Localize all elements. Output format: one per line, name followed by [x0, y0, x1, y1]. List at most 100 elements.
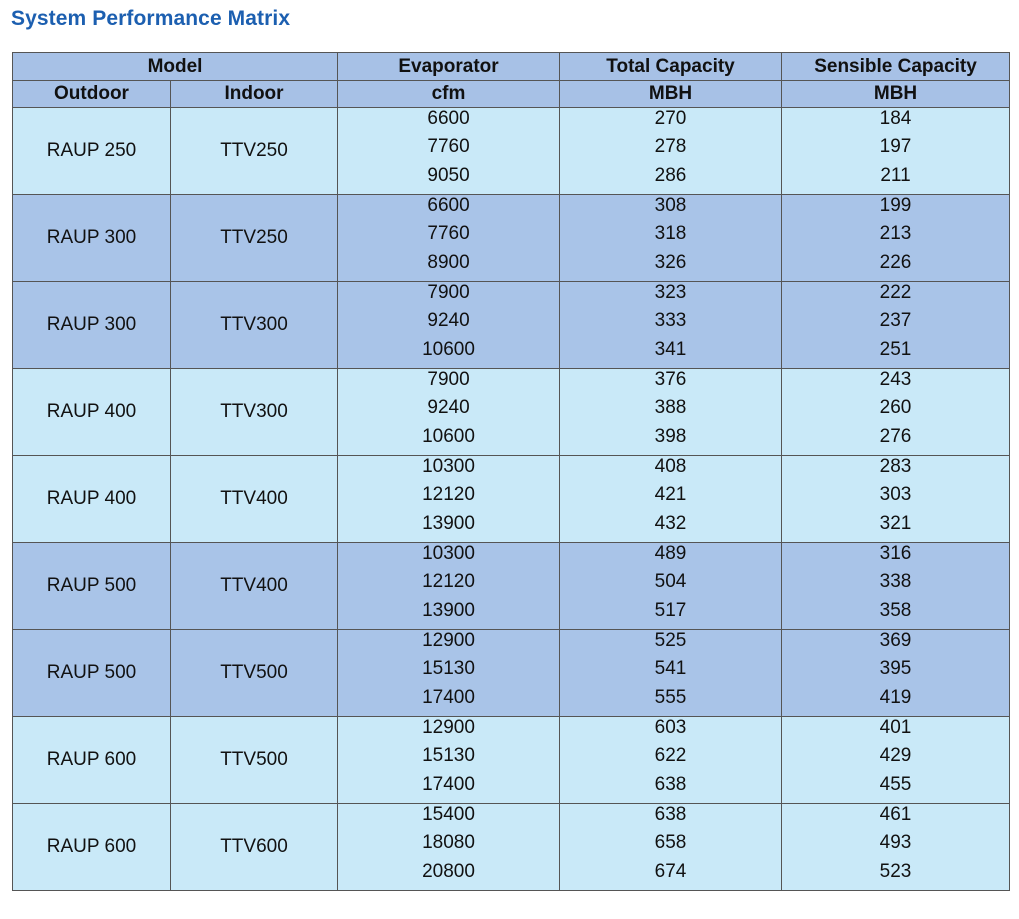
- evaporator-cfm-value: 7900: [427, 369, 470, 390]
- outdoor-model-cell: RAUP 500: [12, 629, 171, 717]
- sensible-capacity-cell: 369 395 419: [781, 629, 1011, 717]
- evaporator-cfm-cell: 7900 9240 10600: [337, 368, 561, 456]
- table-header: Model Evaporator Total Capacity Sensible…: [11, 52, 1011, 108]
- sensible-capacity-value: 461: [879, 804, 912, 825]
- total-capacity-value: 622: [654, 745, 687, 767]
- indoor-model-cell: TTV600: [169, 803, 339, 891]
- total-capacity-value: 408: [654, 456, 687, 477]
- total-capacity-cell: 525 541 555: [559, 629, 783, 717]
- table-row: RAUP 400 TTV300 7900 9240 10600 376 388 398 243 2…: [12, 368, 1011, 456]
- header-model: Model: [11, 52, 339, 81]
- total-capacity-cell: 408 421 432: [559, 455, 783, 543]
- table-body: RAUP 250 TTV250 6600 7760 9050 270 278 286 184 19…: [12, 107, 1011, 891]
- header-outdoor: Outdoor: [12, 80, 171, 108]
- indoor-model-cell: TTV500: [169, 629, 339, 717]
- evaporator-cfm-value: 15400: [422, 804, 475, 825]
- sensible-capacity-value: 243: [879, 369, 912, 390]
- evaporator-cfm-cell: 6600 7760 9050: [337, 107, 561, 195]
- sensible-capacity-value: 316: [879, 543, 912, 564]
- total-capacity-value: 286: [654, 164, 687, 186]
- sensible-capacity-value: 455: [879, 773, 912, 795]
- evaporator-cfm-value: 7760: [427, 223, 470, 245]
- total-capacity-value: 278: [654, 136, 687, 158]
- sensible-capacity-cell: 184 197 211: [781, 107, 1011, 195]
- total-capacity-cell: 489 504 517: [559, 542, 783, 630]
- total-capacity-value: 638: [654, 804, 687, 825]
- evaporator-cfm-value: 17400: [422, 686, 475, 708]
- evaporator-cfm-cell: 10300 12120 13900: [337, 455, 561, 543]
- sensible-capacity-value: 493: [879, 832, 912, 854]
- performance-matrix-table: Model Evaporator Total Capacity Sensible…: [11, 52, 1011, 891]
- evaporator-cfm-value: 6600: [427, 108, 470, 129]
- evaporator-cfm-value: 18080: [422, 832, 475, 854]
- total-capacity-value: 658: [654, 832, 687, 854]
- total-capacity-cell: 603 622 638: [559, 716, 783, 804]
- indoor-model-cell: TTV400: [169, 455, 339, 543]
- evaporator-cfm-value: 9240: [427, 310, 470, 332]
- total-capacity-value: 638: [654, 773, 687, 795]
- evaporator-cfm-cell: 12900 15130 17400: [337, 716, 561, 804]
- sensible-capacity-value: 184: [879, 108, 912, 129]
- indoor-model-cell: TTV300: [169, 368, 339, 456]
- total-capacity-value: 388: [654, 397, 687, 419]
- evaporator-cfm-value: 12900: [422, 630, 475, 651]
- total-capacity-cell: 638 658 674: [559, 803, 783, 891]
- sensible-capacity-value: 197: [879, 136, 912, 158]
- total-capacity-cell: 308 318 326: [559, 194, 783, 282]
- evaporator-cfm-value: 7900: [427, 282, 470, 303]
- evaporator-cfm-cell: 15400 18080 20800: [337, 803, 561, 891]
- total-capacity-value: 308: [654, 195, 687, 216]
- sensible-capacity-value: 222: [879, 282, 912, 303]
- total-capacity-value: 421: [654, 484, 687, 506]
- sensible-capacity-value: 369: [879, 630, 912, 651]
- outdoor-model-cell: RAUP 250: [12, 107, 171, 195]
- sensible-capacity-value: 251: [879, 338, 912, 360]
- total-capacity-value: 318: [654, 223, 687, 245]
- indoor-model-cell: TTV400: [169, 542, 339, 630]
- evaporator-cfm-value: 6600: [427, 195, 470, 216]
- evaporator-cfm-value: 17400: [422, 773, 475, 795]
- evaporator-cfm-cell: 7900 9240 10600: [337, 281, 561, 369]
- evaporator-cfm-value: 20800: [422, 860, 475, 882]
- sensible-capacity-value: 226: [879, 251, 912, 273]
- table-row: RAUP 250 TTV250 6600 7760 9050 270 278 286 184 19…: [12, 107, 1011, 195]
- evaporator-cfm-value: 15130: [422, 745, 475, 767]
- sensible-capacity-value: 321: [879, 512, 912, 534]
- outdoor-model-cell: RAUP 600: [12, 716, 171, 804]
- evaporator-cfm-cell: 6600 7760 8900: [337, 194, 561, 282]
- page-title: System Performance Matrix: [11, 7, 291, 30]
- total-capacity-value: 376: [654, 369, 687, 390]
- outdoor-model-cell: RAUP 300: [12, 281, 171, 369]
- outdoor-model-cell: RAUP 400: [12, 368, 171, 456]
- table-row: RAUP 300 TTV250 6600 7760 8900 308 318 326 199 21…: [12, 194, 1011, 282]
- evaporator-cfm-value: 12120: [422, 571, 475, 593]
- evaporator-cfm-cell: 12900 15130 17400: [337, 629, 561, 717]
- sensible-capacity-value: 211: [880, 164, 911, 186]
- sensible-capacity-value: 199: [879, 195, 912, 216]
- outdoor-model-cell: RAUP 500: [12, 542, 171, 630]
- table-row: RAUP 500 TTV500 12900 15130 17400 525 541 555 36…: [12, 629, 1011, 717]
- total-capacity-value: 326: [654, 251, 687, 273]
- sensible-capacity-cell: 199 213 226: [781, 194, 1011, 282]
- indoor-model-cell: TTV500: [169, 716, 339, 804]
- sensible-capacity-value: 213: [879, 223, 912, 245]
- indoor-model-cell: TTV250: [169, 107, 339, 195]
- sensible-capacity-cell: 461 493 523: [781, 803, 1011, 891]
- sensible-capacity-value: 523: [879, 860, 912, 882]
- header-sensible-capacity: Sensible Capacity: [781, 52, 1011, 81]
- evaporator-cfm-value: 12120: [422, 484, 475, 506]
- sensible-capacity-value: 237: [879, 310, 912, 332]
- total-capacity-value: 517: [654, 599, 687, 621]
- sensible-capacity-value: 395: [879, 658, 912, 680]
- header-evaporator-unit: cfm: [337, 80, 561, 108]
- evaporator-cfm-value: 9050: [427, 164, 470, 186]
- table-row: RAUP 400 TTV400 10300 12120 13900 408 421 432 28…: [12, 455, 1011, 543]
- table-row: RAUP 600 TTV600 15400 18080 20800 638 658 674 46…: [12, 803, 1011, 891]
- outdoor-model-cell: RAUP 600: [12, 803, 171, 891]
- header-sensible-capacity-unit: MBH: [781, 80, 1011, 108]
- evaporator-cfm-value: 15130: [422, 658, 475, 680]
- evaporator-cfm-value: 13900: [422, 599, 475, 621]
- indoor-model-cell: TTV250: [169, 194, 339, 282]
- sensible-capacity-value: 276: [879, 425, 912, 447]
- total-capacity-value: 525: [654, 630, 687, 651]
